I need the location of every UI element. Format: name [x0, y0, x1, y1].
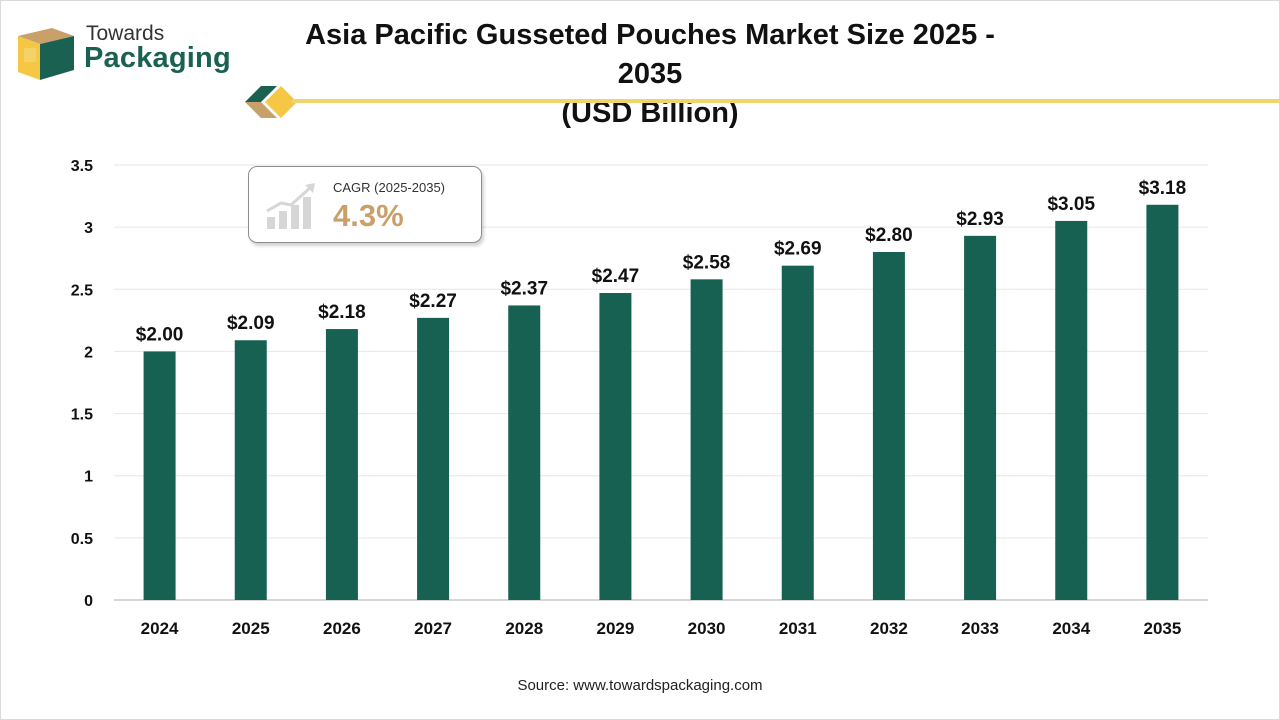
y-tick-label: 0: [84, 593, 93, 610]
cagr-callout: CAGR (2025-2035) 4.3%: [248, 166, 482, 243]
cagr-value: 4.3%: [333, 198, 404, 233]
brand-name-line2: Packaging: [84, 42, 231, 74]
bar: [872, 252, 905, 600]
x-tick-label: 2029: [597, 619, 635, 638]
chart-title-line1: Asia Pacific Gusseted Pouches Market Siz…: [305, 19, 995, 90]
bar: [508, 305, 541, 600]
brand-logo: Towards Packaging: [18, 22, 238, 82]
data-label: $3.18: [1139, 178, 1187, 199]
x-tick-label: 2032: [870, 619, 908, 638]
data-label: $2.93: [956, 209, 1004, 230]
data-label: $2.09: [227, 313, 275, 334]
x-tick-label: 2026: [323, 619, 361, 638]
x-tick-label: 2027: [414, 619, 452, 638]
bar: [417, 317, 450, 600]
x-tick-label: 2034: [1052, 619, 1090, 638]
x-tick-label: 2033: [961, 619, 999, 638]
bar: [1146, 204, 1179, 600]
diamond-accent-icon: [245, 86, 297, 118]
bar: [964, 235, 997, 601]
y-tick-label: 1: [84, 469, 93, 486]
data-label: $2.69: [774, 239, 822, 260]
x-tick-label: 2035: [1144, 619, 1182, 638]
cagr-label: CAGR (2025-2035): [333, 180, 445, 195]
data-label: $2.47: [592, 266, 640, 287]
bar: [690, 279, 723, 600]
x-tick-label: 2031: [779, 619, 817, 638]
brand-name-line1: Towards: [86, 22, 165, 45]
x-tick-label: 2025: [232, 619, 270, 638]
data-label: $2.80: [865, 225, 913, 246]
x-tick-label: 2030: [688, 619, 726, 638]
data-label: $2.18: [318, 302, 366, 323]
package-box-icon: [18, 28, 74, 80]
data-label: $2.27: [409, 291, 457, 312]
y-tick-label: 2.5: [71, 282, 93, 299]
data-label: $2.00: [136, 324, 184, 345]
bar: [234, 340, 267, 600]
x-tick-label: 2028: [505, 619, 543, 638]
bar: [599, 293, 632, 600]
bar: [1055, 220, 1088, 600]
y-tick-label: 1.5: [71, 407, 93, 424]
y-tick-label: 3: [84, 220, 93, 237]
data-label: $2.37: [500, 278, 548, 299]
bar: [143, 351, 176, 600]
bar: [325, 329, 358, 600]
data-label: $2.58: [683, 252, 731, 273]
y-tick-label: 0.5: [71, 531, 93, 548]
bar: [781, 265, 814, 600]
y-tick-label: 2: [84, 344, 93, 361]
title-underline: [292, 99, 1280, 103]
y-tick-label: 3.5: [71, 158, 93, 175]
data-label: $3.05: [1047, 194, 1095, 215]
source-note: Source: www.towardspackaging.com: [517, 677, 763, 694]
growth-chart-icon: [266, 183, 315, 229]
x-tick-label: 2024: [141, 619, 179, 638]
